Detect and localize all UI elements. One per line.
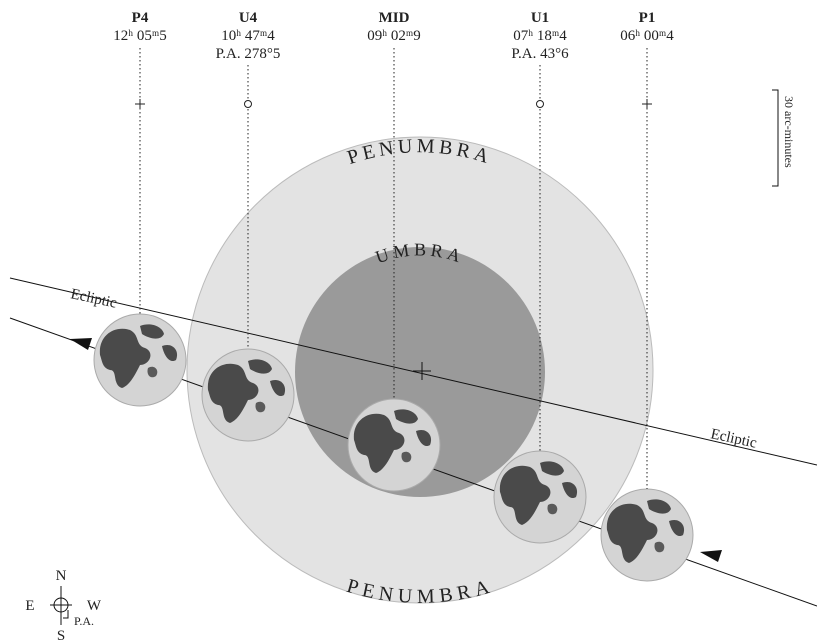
contact-name: MID <box>379 10 410 26</box>
moon-mare <box>270 379 286 397</box>
contact-name: U4 <box>239 10 258 26</box>
compass-s: S <box>57 628 65 641</box>
scale-bar <box>772 89 779 187</box>
contact-time: 10ʰ 47ᵐ4 <box>221 28 275 44</box>
contact-pa: P.A. 43°6 <box>511 46 569 62</box>
moon-mare <box>162 344 178 362</box>
contact-time: 09ʰ 02ᵐ9 <box>367 28 420 44</box>
moon-mare <box>99 328 151 388</box>
compass-circle <box>53 597 69 613</box>
moon-mare <box>499 465 551 525</box>
compass-e: E <box>25 598 34 614</box>
compass-pa-label: P.A. <box>74 614 94 628</box>
moon <box>347 398 441 492</box>
contact-time: 06ʰ 00ᵐ4 <box>620 28 674 44</box>
moon-mare <box>540 461 564 476</box>
scale-label: 30 arc-minutes <box>782 96 796 168</box>
moon-mare <box>562 481 578 499</box>
contact-pa: P.A. 278°5 <box>216 46 281 62</box>
moon-mare <box>669 519 685 537</box>
moon-mare <box>394 409 418 424</box>
moon <box>93 313 187 407</box>
compass: N S E W P.A. <box>25 568 102 641</box>
moon-mare <box>207 363 259 423</box>
moon-mare <box>647 499 671 514</box>
moon <box>201 348 295 442</box>
moon-mare <box>654 541 665 553</box>
moon-mare <box>255 401 266 413</box>
moon-mare <box>147 366 158 378</box>
ecliptic-label: Ecliptic <box>709 426 758 451</box>
arrow <box>700 550 722 562</box>
compass-w: W <box>87 598 102 614</box>
marker <box>536 100 544 108</box>
moon-mare <box>547 503 558 515</box>
moon-mare <box>416 429 432 447</box>
moon-mare <box>401 451 412 463</box>
moon <box>493 450 587 544</box>
moon-mare <box>248 359 272 374</box>
contact-time: 07ʰ 18ᵐ4 <box>513 28 567 44</box>
moon-mare <box>140 324 164 339</box>
contact-time: 12ʰ 05ᵐ5 <box>113 28 166 44</box>
compass-pa <box>63 610 69 619</box>
compass-n: N <box>56 568 67 584</box>
contact-name: P4 <box>132 10 149 26</box>
arrow <box>70 338 92 350</box>
contact-name: U1 <box>531 10 549 26</box>
contact-name: P1 <box>639 10 656 26</box>
marker <box>244 100 252 108</box>
moon <box>600 488 694 582</box>
moon-mare <box>353 413 405 473</box>
moon-mare <box>606 503 658 563</box>
